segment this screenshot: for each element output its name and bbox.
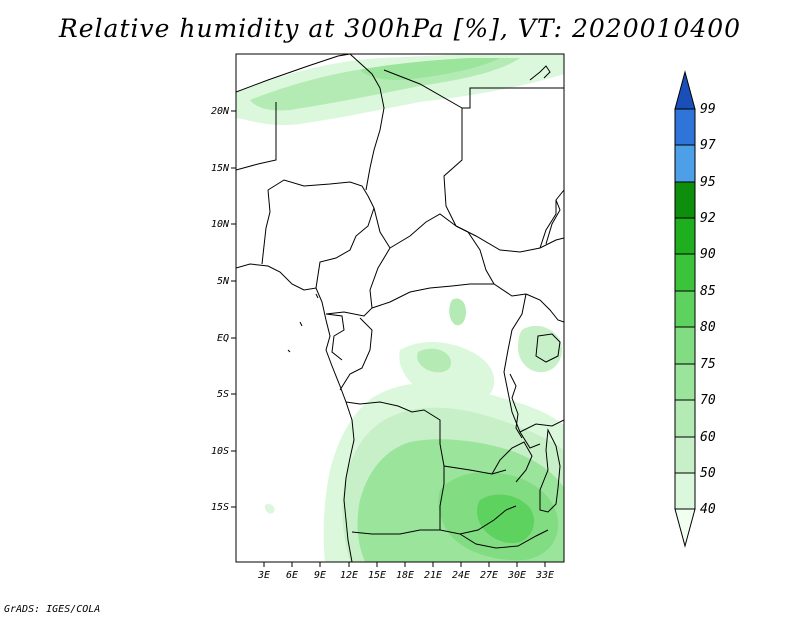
border-lake-victoria <box>535 333 561 363</box>
lon-label: 33E <box>535 570 554 581</box>
lon-label: 15E <box>368 570 386 581</box>
border-car-drc <box>371 283 527 309</box>
border-congo-drc <box>339 317 373 391</box>
humidity-area-south-wet <box>477 494 535 544</box>
border-malawi-mozambique <box>539 428 561 513</box>
border-kenya-uganda <box>525 293 564 323</box>
colorbar-label: 60 <box>700 430 716 445</box>
border-niger-nigeria <box>267 179 375 209</box>
border-drc-angola <box>345 401 507 475</box>
lat-label: 5S <box>217 389 229 400</box>
lat-label: 10S <box>211 446 229 457</box>
colorbar-segment <box>674 70 696 110</box>
lat-label: EQ <box>217 333 229 344</box>
colorbar-label: 40 <box>700 502 716 517</box>
lon-label: 9E <box>314 570 326 581</box>
lon-axis: 3E 6E 9E 12E 15E 18E 21E 24E 27E 30E 33E <box>257 562 554 581</box>
border-ethiopia <box>539 189 564 249</box>
colorbar: 40 50 60 70 75 80 85 90 92 95 97 99 <box>674 70 716 548</box>
colorbar-label: 95 <box>700 175 716 190</box>
grads-credit: GrADS: IGES/COLA <box>4 604 101 615</box>
lon-label: 18E <box>396 570 414 581</box>
colorbar-label: 50 <box>700 466 716 481</box>
humidity-area-south-west-speck <box>264 503 275 514</box>
colorbar-segment <box>674 399 696 438</box>
colorbar-label: 70 <box>700 393 716 408</box>
border-niger-libya <box>349 54 385 191</box>
colorbar-label: 99 <box>700 102 716 117</box>
colorbar-segment <box>674 326 696 365</box>
lat-label: 15S <box>211 502 229 513</box>
colorbar-segment <box>674 144 696 183</box>
lon-label: 12E <box>340 570 358 581</box>
colorbar-segment <box>674 217 696 255</box>
lon-label: 24E <box>452 570 470 581</box>
colorbar-label: 80 <box>700 320 716 335</box>
lon-label: 3E <box>257 570 270 581</box>
border-sudan-southsudan <box>455 225 564 253</box>
border-islands <box>287 293 319 353</box>
country-borders <box>236 54 564 562</box>
humidity-area-congo-core <box>417 348 452 373</box>
border-benin <box>261 189 271 265</box>
map-frame <box>235 53 565 563</box>
colorbar-segment <box>674 363 696 401</box>
border-drc-east <box>503 293 541 449</box>
lat-label: 20N <box>211 106 230 117</box>
lon-label: 30E <box>507 570 526 581</box>
border-angola-namibia <box>351 529 440 535</box>
colorbar-segment <box>674 253 696 292</box>
colorbar-label: 90 <box>700 247 716 262</box>
lat-axis: 20N 15N 10N 5N EQ 5S 10S 15S <box>211 106 236 513</box>
border-tanzania <box>519 419 564 433</box>
colorbar-segment <box>674 436 696 474</box>
border-chad-car <box>373 207 495 285</box>
colorbar-segment <box>674 290 696 328</box>
colorbar-segment <box>674 181 696 219</box>
colorbar-segment <box>674 508 696 548</box>
lat-label: 15N <box>211 163 230 174</box>
border-algeria-niger <box>236 54 351 93</box>
border-mali-niger <box>236 102 277 171</box>
border-egypt-sudan <box>462 87 564 109</box>
lat-label: 10N <box>211 219 230 230</box>
humidity-area-east-patch <box>518 325 563 373</box>
border-sudan-east <box>545 199 561 245</box>
colorbar-label: 92 <box>700 211 716 226</box>
border-eastern-lakes <box>509 373 523 439</box>
border-nigeria-cameroon <box>315 207 375 289</box>
colorbar-label: 97 <box>700 138 716 153</box>
border-coastline <box>236 263 355 562</box>
humidity-shading <box>236 54 564 562</box>
lon-label: 6E <box>286 570 298 581</box>
colorbar-label: 85 <box>700 284 716 299</box>
chart-title: Relative humidity at 300hPa [%], VT: 202… <box>58 14 742 43</box>
colorbar-segment <box>674 472 696 510</box>
lon-label: 27E <box>480 570 498 581</box>
humidity-area-small-patch <box>449 298 466 326</box>
border-zambia-drc <box>491 441 533 483</box>
lat-label: 5N <box>217 276 230 287</box>
border-zambia-south <box>459 529 549 549</box>
lon-label: 21E <box>424 570 442 581</box>
colorbar-label: 75 <box>700 357 716 372</box>
border-libya-chad <box>383 69 463 227</box>
colorbar-segment <box>674 108 696 146</box>
border-gabon-congo <box>325 313 345 361</box>
border-sinai-coast <box>529 65 551 81</box>
